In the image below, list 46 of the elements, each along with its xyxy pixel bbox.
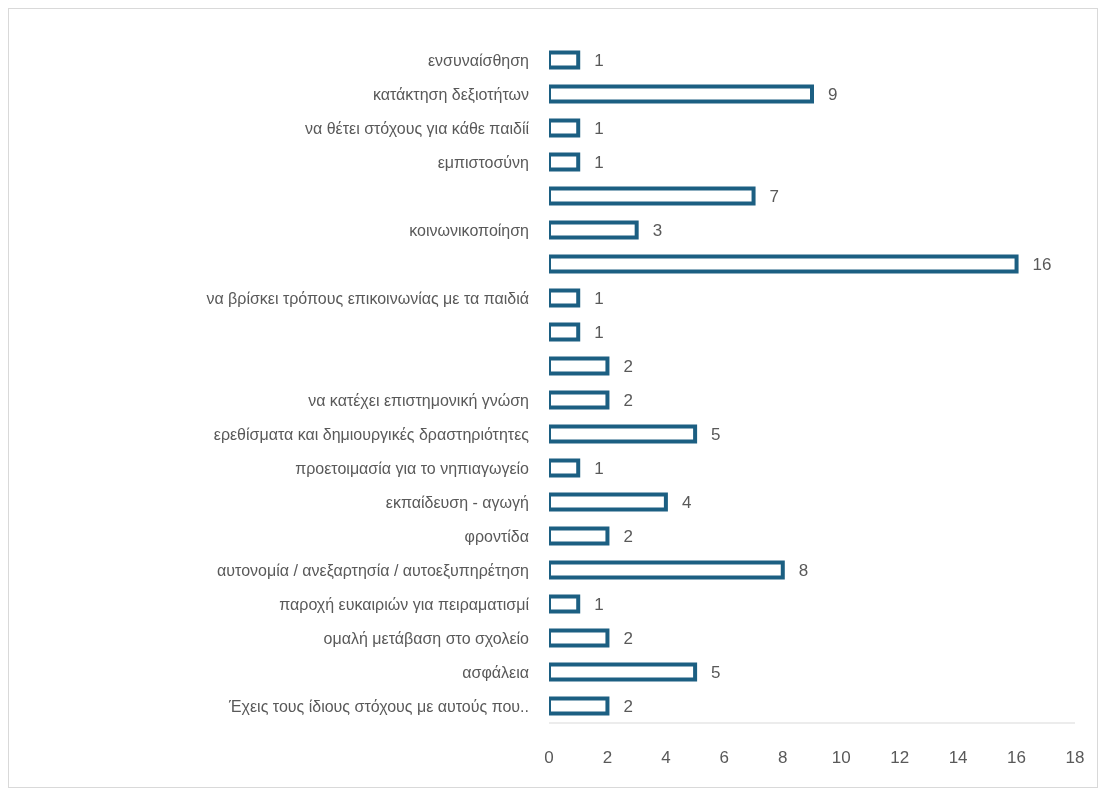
y-tick-label: εκπαίδευση - αγωγή xyxy=(385,493,529,511)
y-tick-label: κοινωνικοποίηση xyxy=(409,221,529,239)
data-label: 5 xyxy=(711,425,721,445)
x-tick-label: 12 xyxy=(890,748,910,768)
y-tick-label: κατάκτηση δεξιοτήτων xyxy=(372,85,529,104)
y-tick-label: Έχεις τους ίδιους στόχους με αυτούς που.. xyxy=(228,697,529,715)
y-tick-label: αυτονομία / ανεξαρτησία / αυτοεξυπηρέτηση xyxy=(217,561,529,580)
data-label: 1 xyxy=(594,323,604,343)
data-label: 2 xyxy=(623,391,633,411)
x-tick-label: 2 xyxy=(602,748,613,768)
y-tick-label: να κατέχει επιστημονική γνώση xyxy=(308,391,529,409)
x-tick-label: 4 xyxy=(661,748,671,768)
data-label: 8 xyxy=(798,561,809,581)
y-tick-label: προετοιμασία για το νηπιαγωγείο xyxy=(295,459,530,477)
y-tick-label: ενσυναίσθηση xyxy=(427,51,529,69)
data-label: 7 xyxy=(769,187,780,207)
x-tick-label: 8 xyxy=(778,748,788,768)
y-tick-label: φροντίδα xyxy=(464,527,529,545)
y-tick-label: παροχή ευκαιριών για πειραματισμί xyxy=(279,595,530,613)
data-label: 9 xyxy=(828,85,838,105)
y-tick-label: ασφάλεια xyxy=(462,663,529,681)
data-label: 2 xyxy=(623,357,633,377)
x-tick-label: 16 xyxy=(1007,748,1027,768)
data-label: 16 xyxy=(1032,255,1052,275)
data-label: 3 xyxy=(652,221,663,241)
data-label: 2 xyxy=(623,527,633,547)
y-tick-label: να βρίσκει τρόπους επικοινωνίας με τα παιδιά xyxy=(206,289,529,307)
x-tick-label: 10 xyxy=(831,748,851,768)
data-label: 1 xyxy=(594,595,604,615)
y-tick-label: ερεθίσματα και δημιουργικές δραστηριότητες xyxy=(213,425,530,443)
x-tick-label: 14 xyxy=(948,748,968,768)
data-label: 1 xyxy=(594,153,604,173)
x-tick-label: 6 xyxy=(719,748,730,768)
data-label: 2 xyxy=(623,629,633,649)
y-tick-label: εμπιστοσύνη xyxy=(437,153,529,171)
data-label: 2 xyxy=(623,697,633,717)
x-tick-label: 0 xyxy=(544,748,554,768)
data-label: 1 xyxy=(594,119,604,139)
data-label: 1 xyxy=(594,459,604,479)
data-label: 1 xyxy=(594,51,604,71)
y-tick-label: ομαλή μετάβαση στο σχολείο xyxy=(323,629,530,647)
y-tick-label: να θέτει στόχους για κάθε παιδίί xyxy=(304,119,530,137)
data-label: 1 xyxy=(594,289,604,309)
data-label: 4 xyxy=(681,493,692,513)
x-tick-label: 18 xyxy=(1065,748,1085,768)
data-label: 5 xyxy=(711,663,721,683)
